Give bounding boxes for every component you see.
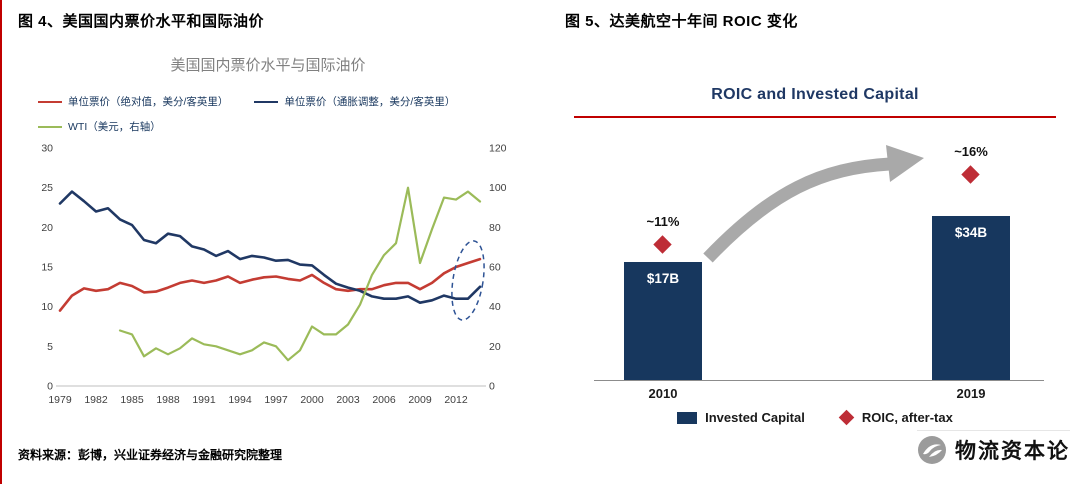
figure5-panel: 图 5、达美航空十年间 ROIC 变化 ROIC and Invested Ca… (560, 6, 1072, 480)
legend-label: Invested Capital (705, 410, 805, 425)
x-axis-tick-label: 2003 (336, 394, 360, 406)
x-axis-tick-label: 2000 (300, 394, 324, 406)
roic-x-axis-line (594, 380, 1044, 381)
left-axis-tick-label: 0 (47, 381, 53, 393)
roic-chart-legend: Invested Capital ROIC, after-tax (560, 409, 1070, 426)
page-left-red-rule (0, 0, 2, 484)
roic-marker-2019 (961, 165, 980, 184)
x-axis-tick-label: 1988 (156, 394, 180, 406)
right-axis-tick-label: 20 (489, 341, 501, 353)
right-axis-tick-label: 0 (489, 381, 495, 393)
legend-label: 单位票价（绝对值，美分/客英里） (68, 96, 229, 108)
fare-chart-legend: 单位票价（绝对值，美分/客英里） 单位票价（通胀调整，美分/客英里） WTI（美… (38, 94, 528, 144)
left-axis-tick-label: 15 (41, 262, 53, 274)
legend-item-fare-absolute: 单位票价（绝对值，美分/客英里） (38, 94, 228, 109)
legend-label: ROIC, after-tax (861, 410, 953, 425)
legend-item-wti: WTI（美元，右轴） (38, 119, 161, 134)
fare-oil-chart-canvas: 0 5 10 15 20 25 30 0 20 40 60 80 100 120 1979 1982 1985 1… (41, 143, 507, 407)
legend-label: 单位票价（通胀调整，美分/客英里） (284, 96, 456, 108)
roic-marker-2010 (653, 235, 672, 254)
left-axis-tick-label: 30 (41, 143, 53, 155)
right-axis-tick-label: 40 (489, 301, 501, 313)
red-line-sample-icon (38, 100, 62, 103)
category-label-2010: 2010 (648, 386, 678, 401)
highlight-ellipse (451, 240, 485, 321)
legend-item-invested-capital: Invested Capital (677, 410, 805, 425)
x-axis-tick-label: 1982 (84, 394, 108, 406)
invested-capital-bar-2010: $17B (624, 262, 702, 380)
legend-label: WTI（美元，右轴） (68, 121, 161, 133)
navy-line-sample-icon (254, 100, 279, 103)
figure4-source: 资料来源：彭博，兴业证券经济与金融研究院整理 (18, 448, 283, 462)
legend-item-fare-real: 单位票价（通胀调整，美分/客英里） (254, 94, 455, 109)
left-axis-tick-label: 10 (41, 301, 53, 313)
right-axis-tick-label: 100 (489, 182, 507, 194)
x-axis-tick-label: 1991 (192, 394, 216, 406)
series-line-2 (118, 186, 482, 362)
figure5-heading: 图 5、达美航空十年间 ROIC 变化 (565, 13, 798, 30)
bar-value-label: $17B (646, 271, 680, 286)
figure4-heading: 图 4、美国国内票价水平和国际油价 (18, 13, 265, 30)
roic-value-2010: ~11% (646, 214, 680, 229)
x-axis-tick-label: 2009 (408, 394, 432, 406)
category-label-2019: 2019 (956, 386, 986, 401)
x-axis-tick-label: 2012 (444, 394, 468, 406)
x-axis-tick-label: 1985 (120, 394, 144, 406)
x-axis-tick-label: 1979 (48, 394, 72, 406)
x-axis-tick-label: 1997 (264, 394, 288, 406)
invested-capital-bar-2019: $34B (932, 216, 1010, 380)
left-axis-tick-label: 25 (41, 182, 53, 194)
legend-diamond-icon (838, 409, 855, 426)
fare-chart-title: 美国国内票价水平与国际油价 (170, 57, 366, 74)
right-axis-tick-label: 120 (489, 143, 507, 155)
roic-chart-title: ROIC and Invested Capital (711, 86, 919, 103)
left-axis-tick-label: 5 (47, 341, 53, 353)
watermark: 物流资本论 (917, 430, 1070, 465)
right-axis-tick-label: 80 (489, 222, 501, 234)
x-axis-tick-label: 2006 (372, 394, 396, 406)
figure4-panel: 图 4、美国国内票价水平和国际油价 美国国内票价水平与国际油价 单位票价（绝对值… (18, 6, 553, 476)
watermark-text: 物流资本论 (955, 440, 1070, 463)
roic-value-2019: ~16% (954, 144, 988, 159)
series-line-0 (58, 257, 482, 312)
right-axis-tick-label: 60 (489, 262, 501, 274)
bar-value-label: $34B (954, 225, 988, 240)
legend-swatch-invested-capital (677, 411, 698, 424)
green-line-sample-icon (38, 125, 62, 128)
x-axis-tick-label: 1994 (228, 394, 252, 406)
roic-title-underline (574, 116, 1056, 118)
wuliu-capital-logo-icon (918, 436, 946, 464)
left-axis-tick-label: 20 (41, 222, 53, 234)
legend-item-roic: ROIC, after-tax (838, 409, 953, 426)
series-line-1 (58, 190, 482, 304)
